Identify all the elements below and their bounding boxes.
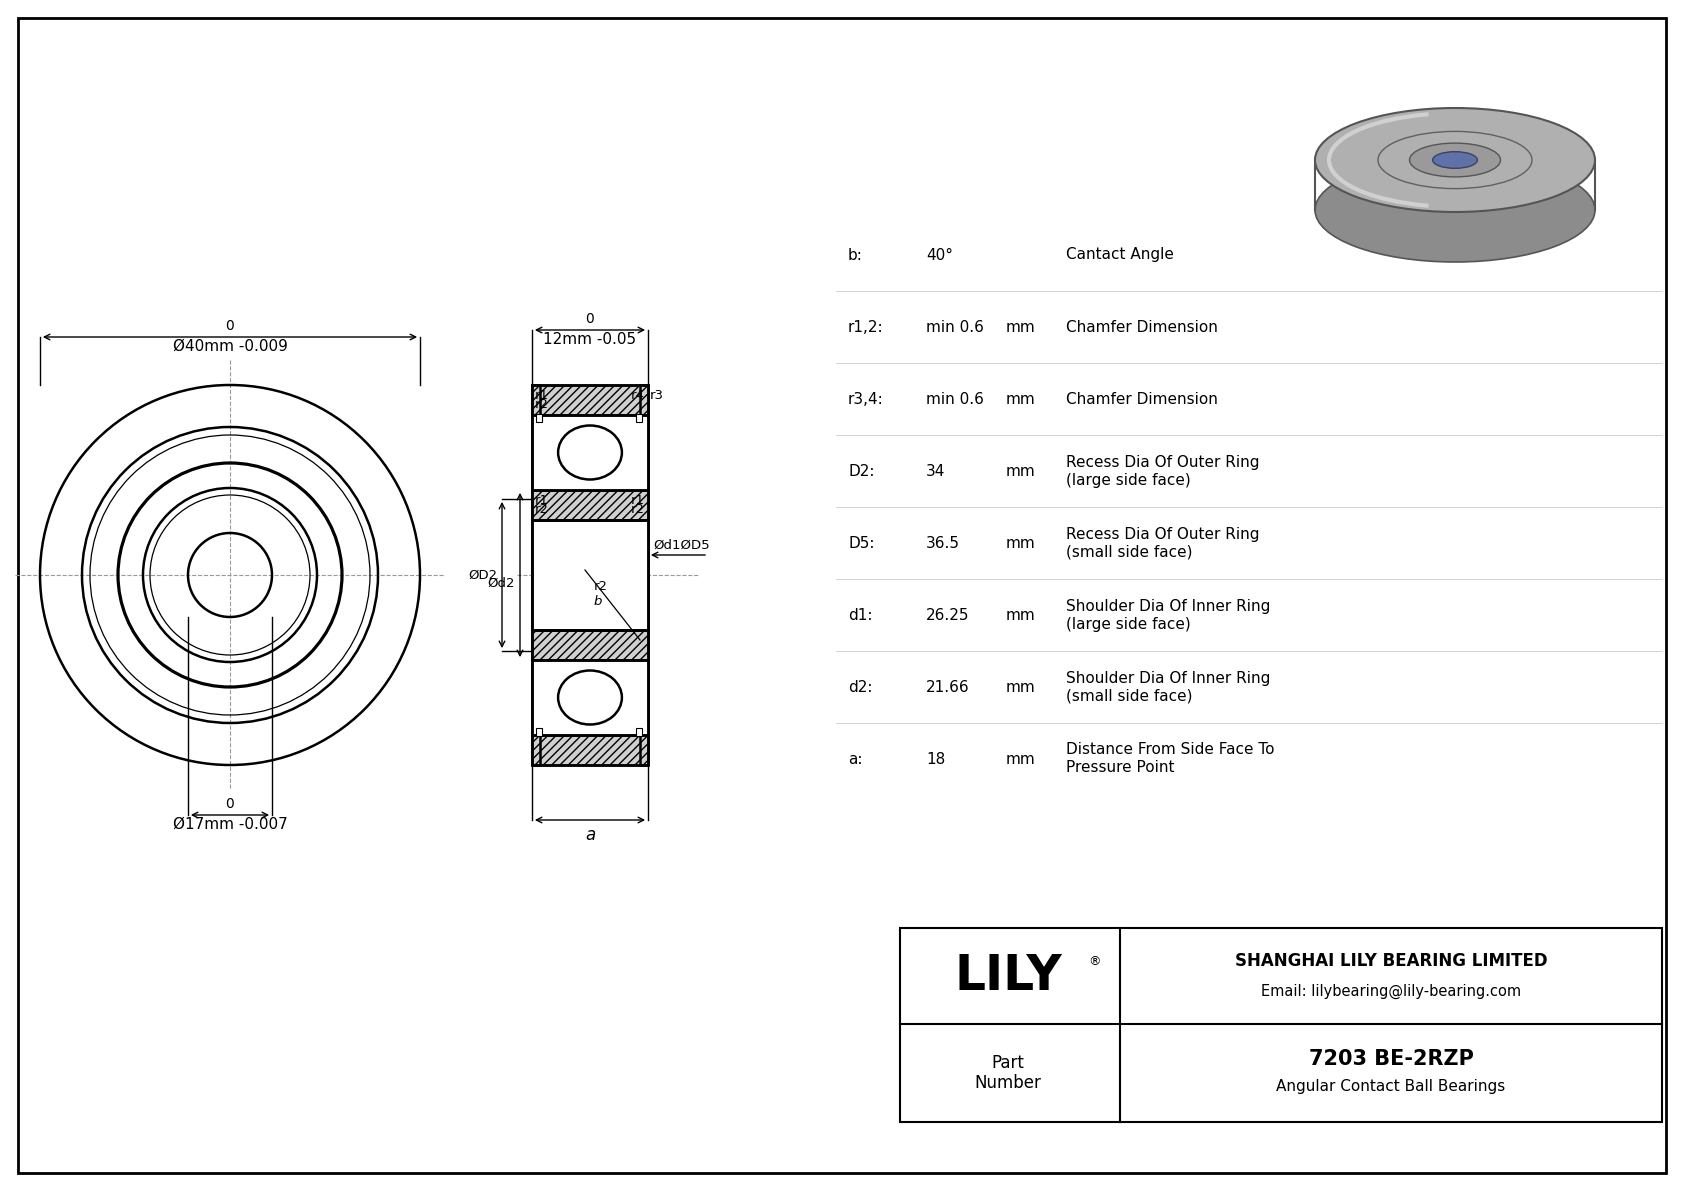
Text: mm: mm xyxy=(1005,680,1036,694)
Text: 18: 18 xyxy=(926,752,945,767)
Text: Cantact Angle: Cantact Angle xyxy=(1066,248,1174,262)
Bar xyxy=(532,385,541,765)
Text: min 0.6: min 0.6 xyxy=(926,319,983,335)
Text: a:: a: xyxy=(849,752,862,767)
Text: mm: mm xyxy=(1005,319,1036,335)
Text: 0: 0 xyxy=(226,319,234,333)
Text: mm: mm xyxy=(1005,607,1036,623)
Text: 7203 BE-2RZP: 7203 BE-2RZP xyxy=(1308,1049,1474,1070)
Text: d2:: d2: xyxy=(849,680,872,694)
Text: Chamfer Dimension: Chamfer Dimension xyxy=(1066,319,1218,335)
Text: Part: Part xyxy=(992,1054,1024,1072)
Text: 12mm -0.05: 12mm -0.05 xyxy=(544,332,637,347)
Bar xyxy=(532,385,648,414)
Text: mm: mm xyxy=(1005,463,1036,479)
Text: 0: 0 xyxy=(226,797,234,811)
Text: mm: mm xyxy=(1005,536,1036,550)
Text: D2:: D2: xyxy=(849,463,874,479)
Bar xyxy=(532,414,648,490)
Text: min 0.6: min 0.6 xyxy=(926,392,983,406)
Text: Angular Contact Ball Bearings: Angular Contact Ball Bearings xyxy=(1276,1079,1505,1095)
Text: 36.5: 36.5 xyxy=(926,536,960,550)
Text: r2: r2 xyxy=(632,503,645,516)
Ellipse shape xyxy=(1433,151,1477,168)
Text: Email: lilybearing@lily-bearing.com: Email: lilybearing@lily-bearing.com xyxy=(1261,984,1521,998)
Text: 40°: 40° xyxy=(926,248,953,262)
Bar xyxy=(536,414,542,422)
Ellipse shape xyxy=(1315,158,1595,262)
Bar xyxy=(532,735,648,765)
Text: Shoulder Dia Of Inner Ring: Shoulder Dia Of Inner Ring xyxy=(1066,671,1270,686)
Text: 26.25: 26.25 xyxy=(926,607,970,623)
Text: Ø17mm -0.007: Ø17mm -0.007 xyxy=(173,817,288,833)
Text: r1: r1 xyxy=(632,494,645,507)
Text: 34: 34 xyxy=(926,463,945,479)
Text: r3: r3 xyxy=(650,389,663,403)
Text: LILY: LILY xyxy=(955,952,1063,1000)
Text: mm: mm xyxy=(1005,392,1036,406)
Text: d1:: d1: xyxy=(849,607,872,623)
Text: Ød2: Ød2 xyxy=(487,576,515,590)
Text: Number: Number xyxy=(975,1074,1041,1092)
Text: r2: r2 xyxy=(594,580,608,593)
Bar xyxy=(637,728,642,736)
Text: Ød1ØD5: Ød1ØD5 xyxy=(653,538,709,551)
Bar xyxy=(640,385,648,765)
Text: r3,4:: r3,4: xyxy=(849,392,884,406)
Bar xyxy=(899,928,1662,1122)
Bar xyxy=(536,728,542,736)
Bar xyxy=(532,630,648,660)
Bar xyxy=(532,660,648,735)
Text: (large side face): (large side face) xyxy=(1066,473,1191,487)
Text: r1,2:: r1,2: xyxy=(849,319,884,335)
Text: r4: r4 xyxy=(632,389,645,403)
Ellipse shape xyxy=(557,671,621,724)
Text: Shoulder Dia Of Inner Ring: Shoulder Dia Of Inner Ring xyxy=(1066,599,1270,613)
Text: (small side face): (small side face) xyxy=(1066,544,1192,560)
Text: Pressure Point: Pressure Point xyxy=(1066,761,1174,775)
Text: mm: mm xyxy=(1005,752,1036,767)
Text: r1: r1 xyxy=(536,494,549,507)
Text: Recess Dia Of Outer Ring: Recess Dia Of Outer Ring xyxy=(1066,455,1260,469)
Text: (small side face): (small side face) xyxy=(1066,688,1192,704)
Ellipse shape xyxy=(1315,108,1595,212)
Text: Chamfer Dimension: Chamfer Dimension xyxy=(1066,392,1218,406)
Text: b:: b: xyxy=(849,248,862,262)
Text: 0: 0 xyxy=(586,312,594,326)
Text: SHANGHAI LILY BEARING LIMITED: SHANGHAI LILY BEARING LIMITED xyxy=(1234,952,1548,969)
Bar xyxy=(532,490,648,520)
Text: Distance From Side Face To: Distance From Side Face To xyxy=(1066,742,1275,757)
Text: Ø40mm -0.009: Ø40mm -0.009 xyxy=(172,339,288,354)
Text: b: b xyxy=(594,596,603,607)
Ellipse shape xyxy=(1410,143,1500,177)
Bar xyxy=(532,520,648,630)
Text: D5:: D5: xyxy=(849,536,874,550)
Text: r2: r2 xyxy=(536,503,549,516)
Text: ®: ® xyxy=(1088,955,1101,968)
Text: Recess Dia Of Outer Ring: Recess Dia Of Outer Ring xyxy=(1066,526,1260,542)
Text: (large side face): (large side face) xyxy=(1066,617,1191,631)
Text: a: a xyxy=(584,827,594,844)
Text: r2: r2 xyxy=(536,398,549,411)
Text: ØD2: ØD2 xyxy=(468,568,497,581)
Text: r1: r1 xyxy=(536,389,549,403)
Bar xyxy=(637,414,642,422)
Ellipse shape xyxy=(557,425,621,480)
Text: 21.66: 21.66 xyxy=(926,680,970,694)
